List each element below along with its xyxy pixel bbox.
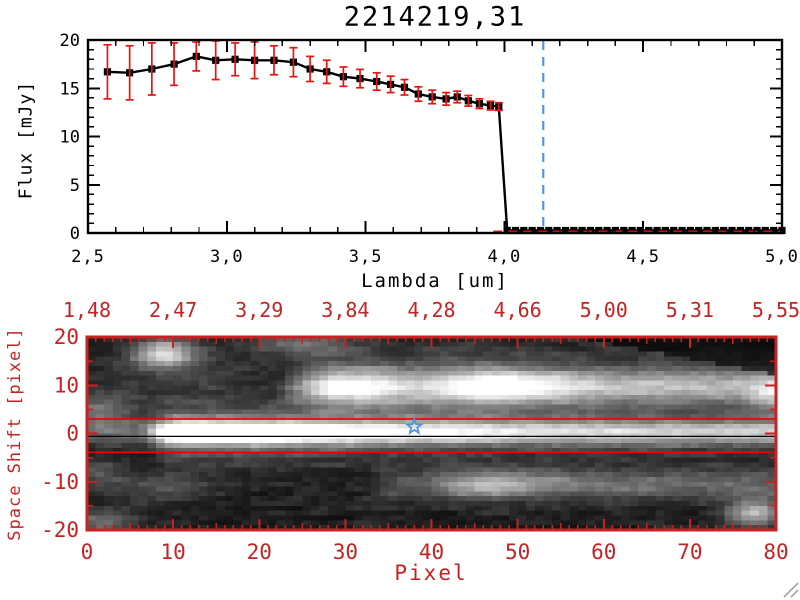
svg-text:70: 70	[677, 540, 702, 564]
star-marker-icon	[404, 416, 424, 435]
svg-text:10: 10	[60, 128, 80, 148]
lambda-axis-label: Lambda [um]	[361, 270, 509, 292]
pixel-axis-label: Pixel	[394, 561, 468, 585]
svg-text:-10: -10	[41, 470, 79, 494]
svg-text:5,31: 5,31	[666, 298, 714, 322]
space-shift-axis-label: Space Shift [pixel]	[5, 327, 25, 541]
svg-text:4,28: 4,28	[407, 298, 455, 322]
svg-text:1,48: 1,48	[63, 298, 111, 322]
svg-text:3,5: 3,5	[349, 247, 383, 267]
svg-text:5,0: 5,0	[765, 247, 799, 267]
svg-text:20: 20	[247, 540, 272, 564]
svg-text:2,47: 2,47	[149, 298, 197, 322]
image-tick-labels: 1,48 2,47 3,29 3,84 4,28 4,66 5,00 5,31 5,55 0 10 2…	[41, 298, 800, 564]
svg-text:10: 10	[160, 540, 185, 564]
svg-text:-20: -20	[41, 518, 79, 542]
spectral-2d-image	[87, 337, 776, 530]
svg-text:0: 0	[81, 540, 94, 564]
svg-text:3,29: 3,29	[235, 298, 283, 322]
svg-text:40: 40	[419, 540, 444, 564]
image-plot: 1,48 2,47 3,29 3,84 4,28 4,66 5,00 5,31 5,55 0 10 2…	[41, 298, 800, 564]
svg-text:15: 15	[60, 79, 80, 99]
svg-text:3,84: 3,84	[321, 298, 369, 322]
svg-text:50: 50	[505, 540, 530, 564]
svg-text:20: 20	[54, 325, 79, 349]
svg-text:0: 0	[66, 422, 79, 446]
image-frame	[85, 335, 778, 532]
svg-text:4,5: 4,5	[626, 247, 660, 267]
svg-text:0: 0	[70, 224, 80, 244]
svg-text:80: 80	[763, 540, 788, 564]
svg-text:5: 5	[70, 176, 80, 196]
svg-text:20: 20	[60, 31, 80, 51]
svg-text:4,66: 4,66	[494, 298, 542, 322]
spectrum-tick-labels: 2,5 3,0 3,5 4,0 4,5 5,0 0 5 10 15 20	[60, 31, 799, 267]
svg-text:5,55: 5,55	[752, 298, 800, 322]
spectrum-plot: 2,5 3,0 3,5 4,0 4,5 5,0 0 5 10 15 20	[60, 31, 799, 267]
svg-text:4,0: 4,0	[488, 247, 522, 267]
svg-text:10: 10	[54, 373, 79, 397]
svg-text:5,00: 5,00	[580, 298, 628, 322]
spectrum-line	[107, 55, 782, 232]
page-title: 2214219,31	[343, 1, 527, 33]
svg-text:30: 30	[333, 540, 358, 564]
svg-text:60: 60	[591, 540, 616, 564]
svg-text:2,5: 2,5	[71, 247, 105, 267]
flux-axis-label: Flux [mJy]	[15, 80, 37, 200]
spectrum-markers	[103, 52, 786, 235]
spectrum-frame	[86, 38, 784, 235]
svg-text:3,0: 3,0	[210, 247, 244, 267]
image-ticks	[86, 336, 777, 531]
spectrum-ticks	[87, 39, 783, 234]
resize-handle-icon[interactable]	[783, 582, 799, 598]
